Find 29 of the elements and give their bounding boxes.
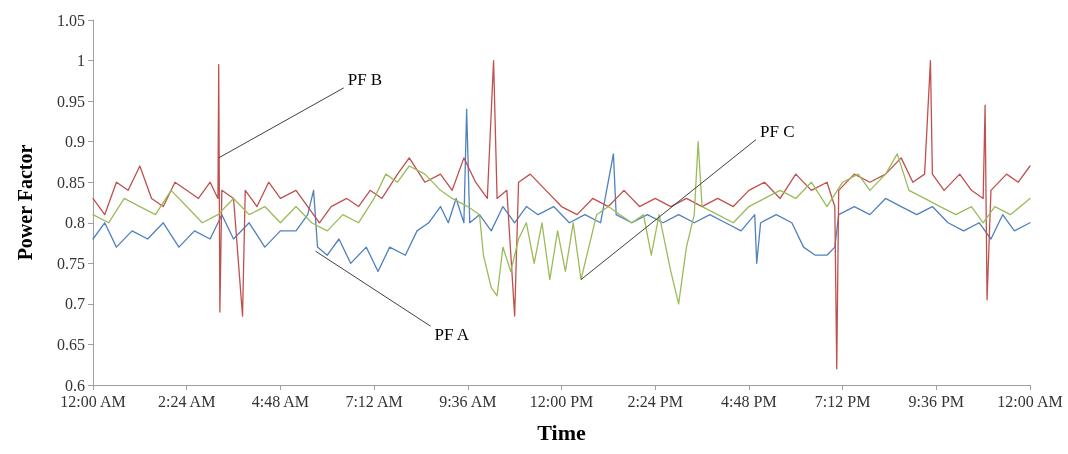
line-series: [92, 141, 1031, 305]
x-tick-label: 9:36 AM: [439, 392, 497, 410]
x-tick-label: 7:12 AM: [345, 392, 403, 410]
y-tick-label: 1: [77, 52, 85, 70]
y-tick-label: 0.7: [65, 295, 85, 313]
y-tick-label: 0.95: [57, 92, 85, 110]
annotation: PF B: [347, 69, 383, 89]
y-tick-label: 0.9: [65, 133, 85, 151]
x-axis-title: Time: [537, 419, 586, 445]
annotation: PF A: [434, 325, 470, 345]
x-tick-label: 7:12 PM: [814, 392, 871, 410]
y-tick-label: 0.6: [65, 376, 85, 394]
line-series: [92, 59, 1031, 370]
x-tick-label: 4:48 PM: [721, 392, 777, 410]
y-tick-label: 0.85: [57, 173, 85, 191]
y-tick-label: 0.65: [57, 335, 85, 353]
x-tick-label: 2:24 AM: [158, 392, 216, 410]
line-series: [92, 108, 1031, 273]
x-tick-label: 2:24 PM: [627, 392, 683, 410]
x-tick-label: 12:00 AM: [60, 392, 126, 410]
y-tick-label: 0.75: [57, 254, 85, 272]
y-tick-label: 1.05: [57, 11, 85, 29]
annotation: PF C: [760, 121, 795, 141]
x-tick-label: 12:00 PM: [529, 392, 594, 410]
y-tick-label: 0.8: [65, 214, 85, 232]
y-axis-title: Power Factor: [14, 144, 36, 261]
x-tick-label: 9:36 PM: [908, 392, 965, 410]
x-tick-label: 4:48 AM: [251, 392, 310, 410]
x-tick-label: 12:00 AM: [997, 392, 1063, 410]
